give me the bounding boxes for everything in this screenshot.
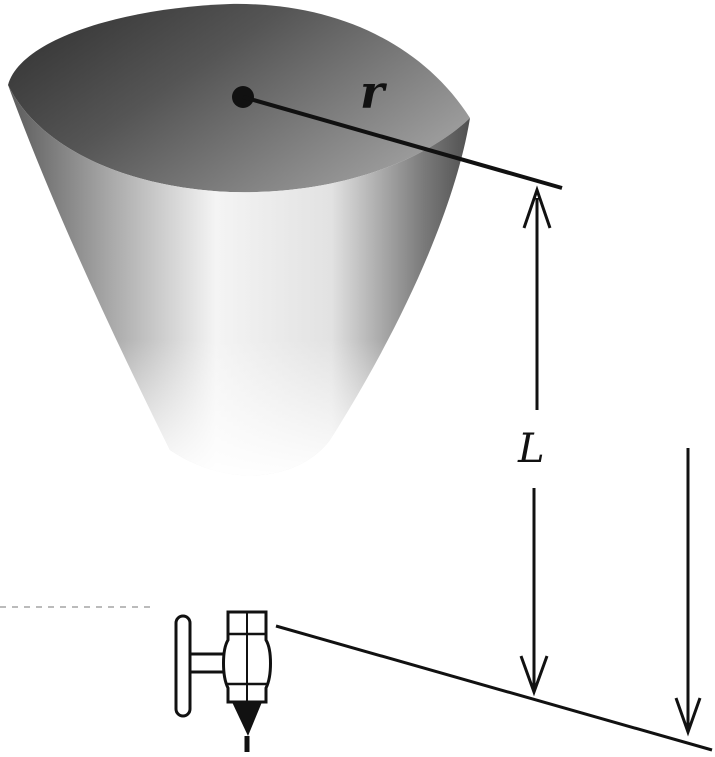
radius-label: r — [360, 65, 388, 119]
height-label: L — [517, 426, 545, 472]
valve-nozzle — [174, 610, 272, 752]
baseline-line — [275, 624, 713, 752]
valve-handle — [174, 614, 192, 718]
height-arrowhead-bottom — [519, 655, 549, 697]
valve-tip — [232, 702, 262, 736]
radius-line — [242, 95, 563, 190]
cone-tip-fade — [8, 85, 470, 476]
height-arrowhead-top — [522, 185, 552, 229]
right-arrowhead — [674, 697, 702, 737]
